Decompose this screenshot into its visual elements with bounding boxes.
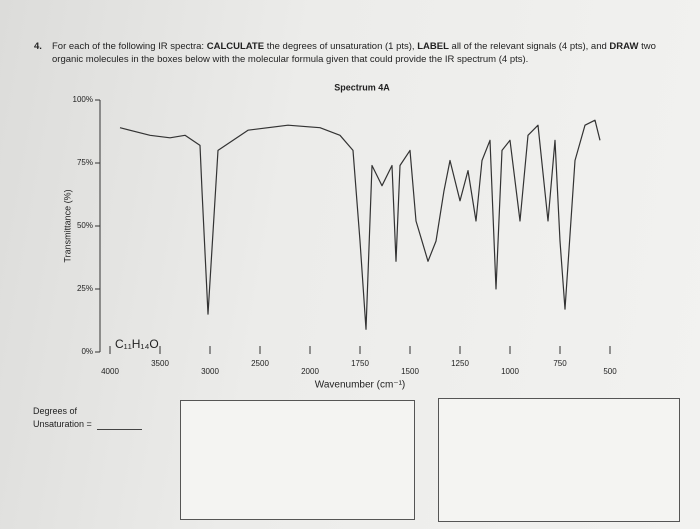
x-tick-label: 4000 (101, 367, 119, 376)
answer-line (97, 429, 142, 430)
x-tick-label: 2000 (301, 367, 319, 376)
y-tick-label: 25% (77, 284, 93, 293)
x-tick-label: 1250 (451, 359, 469, 368)
spectrum-line (119, 119, 601, 330)
x-tick-label: 500 (603, 367, 617, 376)
y-tick-label: 0% (81, 347, 93, 356)
y-axis-label: Transmittance (%) (62, 189, 72, 262)
x-tick-label: 1750 (351, 359, 369, 368)
x-tick-label: 1500 (401, 367, 419, 376)
molecular-formula: C₁₁H₁₄O (115, 337, 159, 351)
question-text: For each of the following IR spectra: (52, 41, 207, 52)
question-text: CALCULATE (206, 41, 265, 52)
x-tick-label: 1000 (501, 367, 519, 376)
question-text: the degrees of unsaturation (1 pts), (264, 41, 418, 52)
x-tick-label: 2500 (251, 359, 269, 368)
x-axis-label: Wavenumber (cm⁻¹) (315, 380, 405, 391)
chart-title: Spectrum 4A (334, 82, 390, 92)
question-text: DRAW (609, 41, 639, 52)
question-text: two organic molecules in the boxes below… (52, 41, 656, 65)
x-tick-label: 3500 (151, 359, 169, 368)
answer-box (180, 400, 415, 520)
y-tick-label: 50% (77, 221, 93, 230)
y-tick-label: 100% (73, 95, 93, 104)
question-text: all of the relevant signals (4 pts), and (448, 41, 610, 52)
x-tick-label: 3000 (201, 367, 219, 376)
question-number: 4. (34, 41, 42, 52)
x-tick-label: 750 (553, 359, 567, 368)
degrees-label: Degrees of Unsaturation = (33, 406, 92, 429)
answer-box (438, 398, 680, 522)
question-text: LABEL (417, 41, 449, 52)
question: 4. For each of the following IR spectra: … (34, 40, 672, 66)
degrees-of-unsaturation: Degrees of Unsaturation = (33, 405, 142, 431)
y-tick-label: 75% (77, 158, 93, 167)
